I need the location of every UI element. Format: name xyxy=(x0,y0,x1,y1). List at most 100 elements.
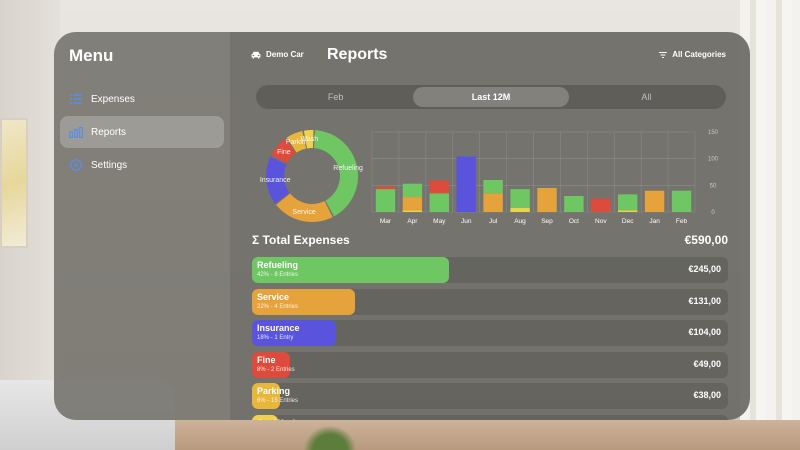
category-filter[interactable]: All Categories xyxy=(659,50,726,59)
segment-last-12m[interactable]: Last 12M xyxy=(413,87,569,107)
x-tick-label: Jan xyxy=(649,218,660,225)
expense-share-bar xyxy=(252,383,281,410)
x-tick-label: Jun xyxy=(461,218,472,225)
toolbar: Demo Car Reports All Categories xyxy=(230,32,750,82)
x-tick-label: Aug xyxy=(514,218,526,225)
donut-slice-insurance xyxy=(265,156,290,204)
chart-icon xyxy=(69,125,83,139)
bar-segment-may xyxy=(429,180,449,194)
segment-feb[interactable]: Feb xyxy=(327,92,344,102)
expense-share-bar xyxy=(252,320,337,347)
expense-category-name: Parking xyxy=(257,386,291,397)
plant xyxy=(300,422,360,450)
expense-category-name: Service xyxy=(257,291,290,302)
total-expenses-value: €590,00 xyxy=(684,233,728,247)
sidebar-item-label: Settings xyxy=(91,159,128,171)
bar-segment-nov xyxy=(591,198,611,212)
bar-segment-feb xyxy=(671,190,692,212)
x-tick-label: May xyxy=(433,218,446,225)
page-title: Reports xyxy=(327,46,388,63)
bar-segment-apr xyxy=(402,210,423,212)
expense-share-bar xyxy=(252,351,290,378)
bar-segment-oct xyxy=(564,196,584,212)
total-expenses-row: Σ Total Expenses €590,00 xyxy=(252,233,732,251)
bar-segment-jul xyxy=(483,180,503,194)
expense-row[interactable]: Parking 6% - 15 Entries €38,00 xyxy=(252,383,728,410)
expense-share-bar xyxy=(252,257,449,283)
category-donut-chart: Refueling Service Insurance Fine Parking Wash xyxy=(256,126,368,230)
bar-segment-aug xyxy=(510,207,530,212)
y-tick-label: 50 xyxy=(710,183,717,189)
bar-segment-dec xyxy=(618,194,638,211)
y-tick-label: 150 xyxy=(708,130,719,136)
expense-amount: €38,00 xyxy=(693,390,721,401)
sidebar-item-reports[interactable]: Reports xyxy=(60,116,224,148)
expense-share-entries: 22% - 4 Entries xyxy=(257,303,299,310)
bar-segment-mar xyxy=(375,186,396,190)
expense-row[interactable]: Fine 8% - 2 Entries €49,00 xyxy=(252,351,728,378)
expense-row[interactable]: Insurance 18% - 1 Entry €104,00 xyxy=(252,320,728,347)
donut-slice-fine xyxy=(270,138,296,164)
car-name: Demo Car xyxy=(266,50,304,59)
period-segmented-control: Feb Last 12M All xyxy=(256,85,726,109)
sidebar-title: Menu xyxy=(69,46,114,65)
expense-amount: €49,00 xyxy=(693,358,721,369)
expense-share-bar xyxy=(252,288,356,315)
sidebar-item-settings[interactable]: Settings xyxy=(60,149,224,181)
expense-row[interactable]: Car Wash xyxy=(252,414,728,420)
expense-list: Refueling 42% - 8 Entries €245,00 Service 22… xyxy=(252,257,728,420)
y-tick-label: 0 xyxy=(711,210,715,216)
donut-slice-service xyxy=(276,193,333,223)
expense-row[interactable]: Service 22% - 4 Entries €131,00 xyxy=(252,288,728,315)
main-panel: Demo Car Reports All Categories Feb Last… xyxy=(230,32,750,420)
total-label-text: Total Expenses xyxy=(262,233,350,247)
bar-segment-jan xyxy=(644,190,665,212)
bar-segment-mar xyxy=(375,189,396,212)
category-label: All Categories xyxy=(672,50,726,59)
expense-category-name: Fine xyxy=(257,354,276,365)
expense-amount: €245,00 xyxy=(688,264,721,274)
expense-category-name: Insurance xyxy=(257,323,300,334)
car-icon xyxy=(251,51,261,59)
monthly-bar-chart: 0 50 100 150 Mar Apr May Jun Jul Aug Sep Oct Nov Dec J… xyxy=(370,128,730,232)
donut-slice-label: Fine xyxy=(277,149,291,156)
filter-icon xyxy=(659,51,668,58)
car-selector[interactable]: Demo Car xyxy=(251,50,304,59)
window-curtain xyxy=(740,0,800,450)
donut-slice-car-wash xyxy=(303,129,314,149)
x-tick-label: Nov xyxy=(595,218,607,225)
expense-category-name: Refueling xyxy=(257,260,299,270)
bar-segment-aug xyxy=(510,189,530,208)
donut-slice-label: Insurance xyxy=(260,177,291,184)
donut-slice-label: Parking xyxy=(286,139,310,146)
list-icon xyxy=(69,92,83,106)
sidebar-item-expenses[interactable]: Expenses xyxy=(60,83,224,115)
bar-segment-jul xyxy=(483,193,503,212)
expense-share-entries: 42% - 8 Entries xyxy=(257,272,299,278)
donut-slice-label: Wash xyxy=(300,136,318,143)
sidebar-item-label: Expenses xyxy=(91,93,135,105)
sigma-icon: Σ xyxy=(252,233,260,247)
expense-category-name: Car Wash xyxy=(257,418,298,420)
expense-share-entries: 8% - 2 Entries xyxy=(257,366,295,373)
expense-share-entries: 6% - 15 Entries xyxy=(257,398,299,405)
bar-segment-dec xyxy=(618,210,638,212)
sidebar: Menu Expenses Reports Settings xyxy=(54,32,230,420)
donut-slice-label: Refueling xyxy=(333,165,363,172)
expense-amount: €104,00 xyxy=(688,327,721,338)
settings-icon xyxy=(69,158,83,172)
x-tick-label: Mar xyxy=(380,218,392,225)
donut-slice-label: Service xyxy=(292,209,315,216)
bar-segment-sep xyxy=(537,188,557,212)
segment-all[interactable]: All xyxy=(641,92,652,102)
x-tick-label: Jul xyxy=(489,218,498,225)
expense-share-entries: 18% - 1 Entry xyxy=(257,335,294,342)
x-tick-label: Apr xyxy=(407,218,418,225)
expense-row[interactable]: Refueling 42% - 8 Entries €245,00 xyxy=(252,257,728,283)
donut-slice-parking xyxy=(286,131,307,153)
expense-share-bar xyxy=(252,414,278,420)
x-tick-label: Oct xyxy=(569,218,579,225)
expense-amount: €131,00 xyxy=(688,295,721,306)
bar-segment-may xyxy=(429,193,449,212)
donut-slice-refueling xyxy=(313,130,359,217)
